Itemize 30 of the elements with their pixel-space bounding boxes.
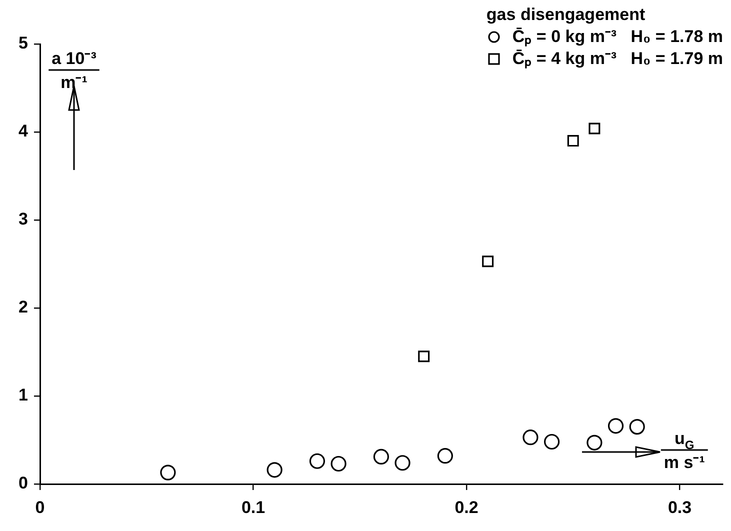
y-tick-label: 3 — [18, 210, 28, 229]
point — [437, 448, 453, 464]
point — [394, 455, 410, 471]
point — [544, 434, 560, 450]
y-tick-label: 2 — [18, 298, 28, 317]
point — [629, 419, 645, 435]
point — [586, 434, 602, 450]
x-tick-label: 0.2 — [454, 498, 478, 517]
legend-label: C̄ₚ = 4 kg m⁻³ H₀ = 1.79 m — [512, 48, 723, 70]
point — [160, 464, 176, 480]
y-tick-label: 5 — [18, 34, 28, 53]
y-tick-label: 4 — [18, 122, 29, 141]
y-tick-label: 0 — [18, 474, 28, 493]
x-tick-label: 0 — [35, 498, 45, 517]
y-tick-label: 1 — [18, 386, 28, 405]
point — [330, 456, 346, 472]
x-tick-label: 0.1 — [241, 498, 266, 517]
y-axis-title: a 10⁻³ m⁻¹ — [52, 49, 97, 92]
legend-title: gas disengagement — [486, 4, 646, 26]
point — [588, 122, 600, 134]
legend-label: C̄ₚ = 0 kg m⁻³ H₀ = 1.78 m — [512, 26, 723, 48]
point — [309, 453, 326, 469]
x-tick-label: 0.3 — [668, 498, 692, 517]
point — [567, 135, 579, 147]
point — [522, 430, 538, 446]
point — [608, 418, 624, 434]
point — [418, 350, 430, 362]
point — [266, 462, 282, 478]
point — [482, 256, 494, 268]
point — [373, 448, 389, 465]
